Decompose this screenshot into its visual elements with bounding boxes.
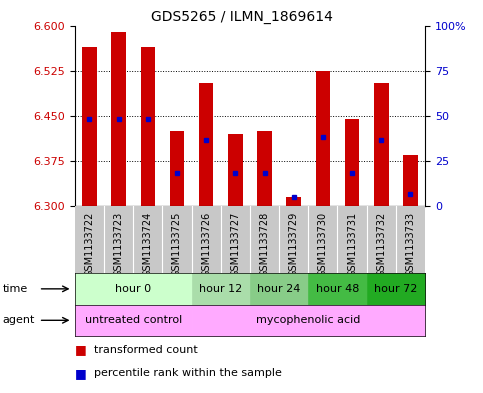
Text: GSM1133726: GSM1133726 bbox=[201, 212, 211, 277]
Text: untreated control: untreated control bbox=[85, 315, 182, 325]
Bar bbox=[75, 305, 192, 336]
Bar bbox=[112, 31, 126, 206]
Text: GSM1133731: GSM1133731 bbox=[347, 212, 357, 277]
Text: hour 24: hour 24 bbox=[257, 284, 301, 294]
Text: GSM1133730: GSM1133730 bbox=[318, 212, 328, 277]
Text: ■: ■ bbox=[75, 343, 86, 356]
Bar bbox=[75, 273, 192, 305]
Bar bbox=[250, 273, 308, 305]
Bar bbox=[367, 273, 425, 305]
Bar bbox=[170, 131, 185, 206]
Text: agent: agent bbox=[2, 315, 35, 325]
Text: GSM1133723: GSM1133723 bbox=[114, 212, 124, 277]
Bar bbox=[228, 134, 242, 206]
Bar bbox=[192, 305, 425, 336]
Bar bbox=[141, 47, 155, 206]
Bar bbox=[82, 47, 97, 206]
Bar bbox=[345, 119, 359, 206]
Bar bbox=[286, 197, 301, 206]
Text: hour 0: hour 0 bbox=[115, 284, 151, 294]
Bar bbox=[308, 273, 367, 305]
Text: transformed count: transformed count bbox=[94, 345, 198, 355]
Bar bbox=[257, 131, 272, 206]
Text: GSM1133729: GSM1133729 bbox=[289, 212, 298, 277]
Bar bbox=[315, 71, 330, 206]
Text: GDS5265 / ILMN_1869614: GDS5265 / ILMN_1869614 bbox=[151, 10, 332, 24]
Bar bbox=[192, 273, 250, 305]
Text: GSM1133732: GSM1133732 bbox=[376, 212, 386, 277]
Bar bbox=[199, 83, 213, 206]
Text: GSM1133725: GSM1133725 bbox=[172, 212, 182, 277]
Text: GSM1133728: GSM1133728 bbox=[259, 212, 270, 277]
Text: GSM1133724: GSM1133724 bbox=[143, 212, 153, 277]
Text: hour 72: hour 72 bbox=[374, 284, 417, 294]
Text: ■: ■ bbox=[75, 367, 86, 380]
Text: GSM1133727: GSM1133727 bbox=[230, 212, 241, 277]
Bar bbox=[374, 83, 388, 206]
Text: GSM1133733: GSM1133733 bbox=[405, 212, 415, 277]
Bar bbox=[403, 155, 418, 206]
Text: GSM1133722: GSM1133722 bbox=[85, 212, 95, 277]
Text: mycophenolic acid: mycophenolic acid bbox=[256, 315, 360, 325]
Text: hour 12: hour 12 bbox=[199, 284, 242, 294]
Text: hour 48: hour 48 bbox=[316, 284, 359, 294]
Text: time: time bbox=[2, 284, 28, 294]
Text: percentile rank within the sample: percentile rank within the sample bbox=[94, 368, 282, 378]
